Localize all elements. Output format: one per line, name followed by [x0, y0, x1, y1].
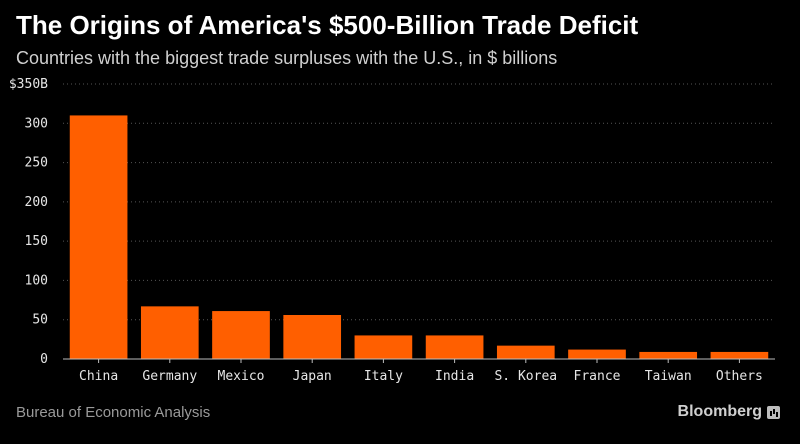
- bar-chart: 0 50 100 150 200 250 300 $350B China Germany Mexi…: [9, 77, 775, 384]
- brand-name: Bloomberg: [677, 403, 762, 420]
- y-tick-label: 50: [32, 313, 48, 328]
- x-axis-ticks: China Germany Mexico Japan Italy India S. Kore…: [79, 359, 763, 384]
- y-tick-label: 200: [25, 195, 48, 210]
- y-tick-label: $350B: [9, 77, 48, 92]
- bar-taiwan: [639, 351, 698, 359]
- chart-title: The Origins of America's $500-Billion Tr…: [16, 10, 639, 40]
- y-tick-label: 100: [25, 273, 48, 288]
- gridlines: [63, 83, 775, 321]
- x-tick-label: China: [79, 369, 118, 384]
- x-tick-label: Mexico: [218, 369, 265, 384]
- y-tick-label: 250: [25, 156, 48, 171]
- x-tick-label: Japan: [293, 369, 332, 384]
- y-tick-label: 0: [40, 352, 48, 367]
- bar-italy: [354, 335, 413, 359]
- bar-mexico: [212, 311, 270, 359]
- bar-germany: [140, 306, 199, 359]
- x-tick-label: Others: [716, 369, 763, 384]
- y-tick-label: 150: [25, 234, 48, 249]
- x-tick-label: Italy: [364, 369, 403, 384]
- x-tick-label: Taiwan: [645, 369, 692, 384]
- x-tick-label: Germany: [142, 369, 197, 384]
- bar-india: [425, 335, 484, 359]
- bar-others: [710, 351, 769, 359]
- chart-subtitle: Countries with the biggest trade surplus…: [16, 48, 558, 68]
- bar-france: [568, 349, 626, 359]
- bar-s-korea: [496, 345, 555, 359]
- source-note: Bureau of Economic Analysis: [16, 404, 211, 421]
- x-tick-label: India: [435, 369, 474, 384]
- brand-logo: Bloomberg: [678, 403, 780, 421]
- x-tick-label: S. Korea: [494, 369, 557, 384]
- bars: [69, 115, 769, 359]
- bar-china: [69, 115, 128, 359]
- y-axis-ticks: 0 50 100 150 200 250 300 $350B: [9, 77, 48, 367]
- bar-japan: [283, 315, 342, 359]
- bar-chart-icon: [767, 405, 780, 419]
- x-tick-label: France: [574, 369, 621, 384]
- y-tick-label: 300: [25, 116, 48, 131]
